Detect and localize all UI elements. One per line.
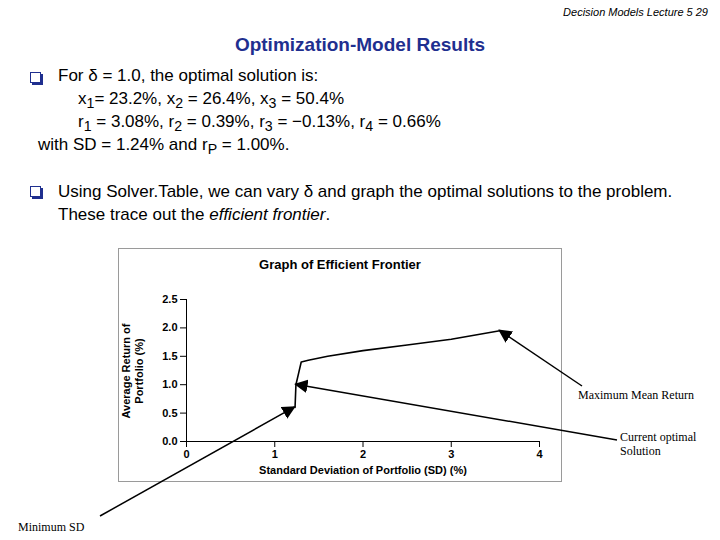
- html-text:Current optimal Solution: Current optimal Solution: [620, 430, 697, 458]
- svg-text:0: 0: [183, 448, 189, 460]
- html-text:Optimization-Model Results: Optimization-Model Results: [234, 34, 486, 55]
- svg-text:3: 3: [448, 448, 454, 460]
- html-text:x1= 23.2%, x2= 26.4%, x3= 50.4: x1= 23.2%, x2= 26.4%, x3= 50.4%: [78, 89, 344, 112]
- svg-text:1.0: 1.0: [162, 378, 177, 390]
- svg-text:Standard Deviation of Portfoli: Standard Deviation of Portfolio (SD) (%): [259, 464, 467, 476]
- html-text:Average Return of Portfolio (%: Average Return of Portfolio (%): [120, 323, 145, 419]
- svg-text:1: 1: [272, 448, 278, 460]
- html-text:Maximum Mean Return: Maximum Mean Return: [578, 388, 694, 402]
- html-text:Using Solver.Table, we can var: Using Solver.Table, we can vary δ and gr…: [58, 182, 673, 224]
- html-text:Minimum SD: Minimum SD: [18, 520, 85, 534]
- svg-text:2.0: 2.0: [162, 321, 177, 333]
- svg-text:1.5: 1.5: [162, 350, 177, 362]
- svg-text:4: 4: [536, 448, 543, 460]
- svg-text:0.0: 0.0: [162, 435, 177, 447]
- html-text:r1= 3.08%, r2= 0.39%, r3= −0.1: r1= 3.08%, r2= 0.39%, r3= −0.13%, r4= 0.…: [78, 112, 441, 135]
- svg-text:2.5: 2.5: [162, 293, 177, 305]
- html-text:Graph of Efficient Frontier: Graph of Efficient Frontier: [259, 257, 421, 272]
- svg-text:0.5: 0.5: [162, 407, 177, 419]
- html-text:Decision Models Lecture 5 29: Decision Models Lecture 5 29: [563, 6, 708, 18]
- svg-text:2: 2: [360, 448, 366, 460]
- html-text:For δ = 1.0, the optimal solut: For δ = 1.0, the optimal solution is:: [58, 66, 319, 85]
- html-text:with SD = 1.24% and rP= 1.00%.: with SD = 1.24% and rP= 1.00%.: [38, 135, 290, 158]
